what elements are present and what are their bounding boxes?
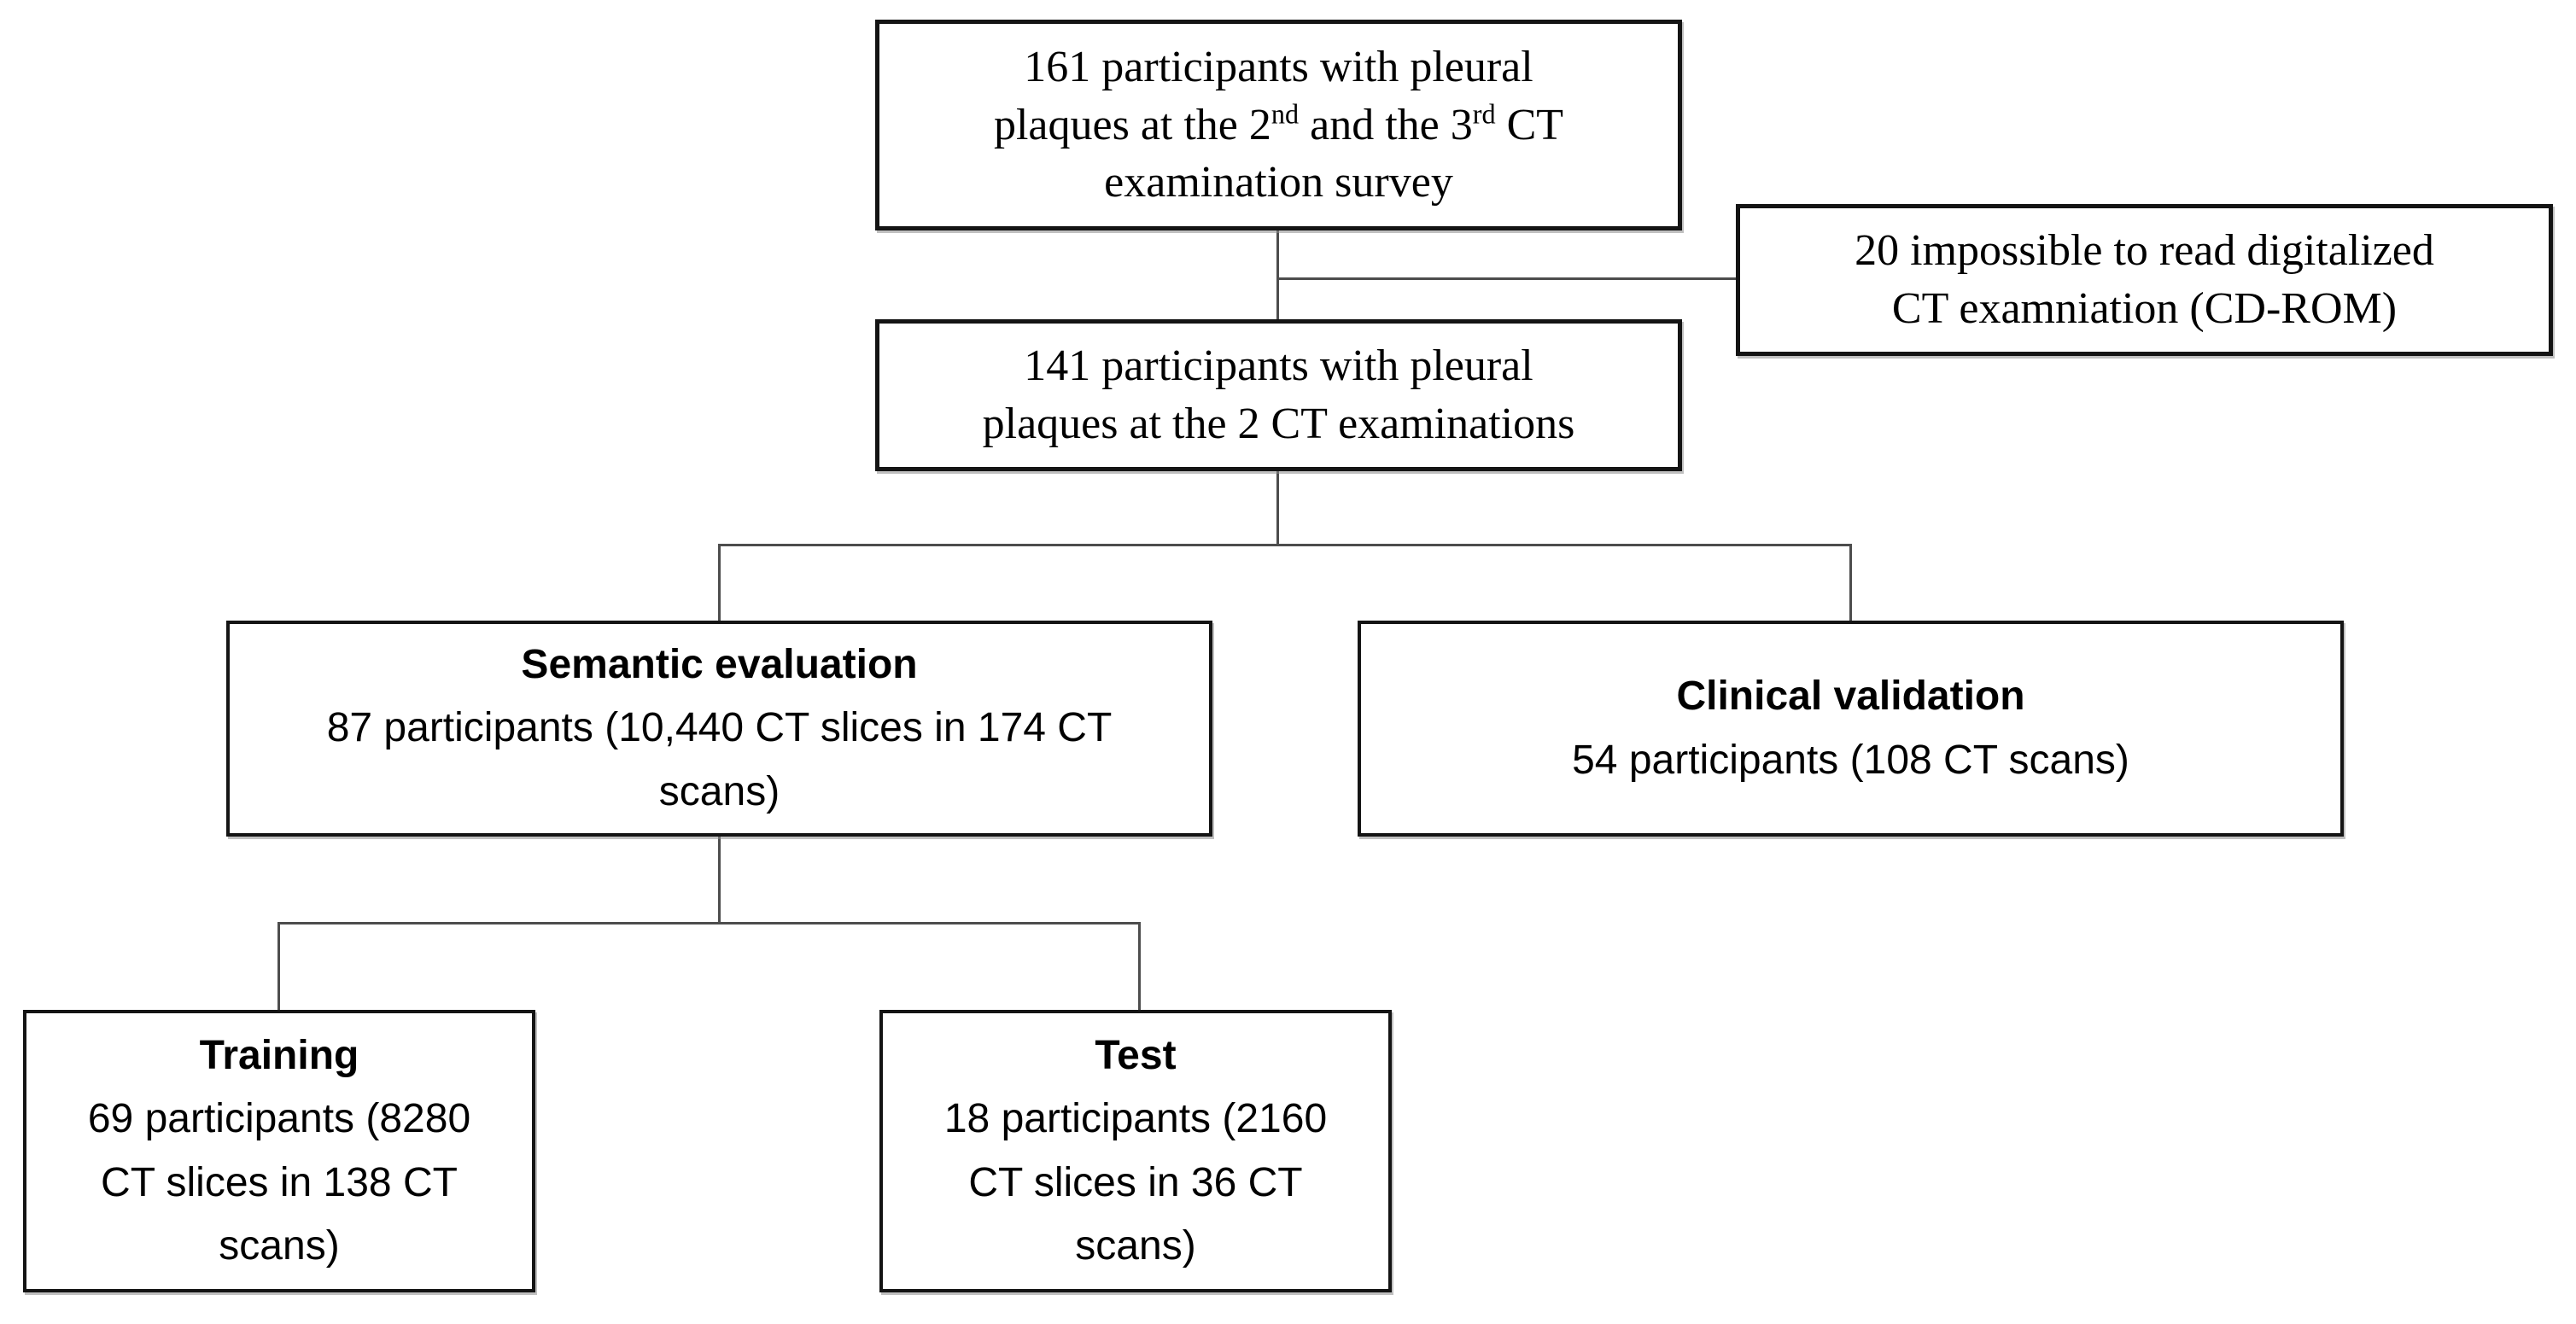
training-set-box: Training 69 participants (8280 CT slices… [23,1010,535,1292]
ordinal-suffix-rd: rd [1472,98,1496,130]
ordinal-suffix-nd: nd [1270,98,1300,130]
semantic-evaluation-title: Semantic evaluation [521,641,918,687]
connector-included-down [1276,471,1279,546]
connector-lower-split-bar [277,922,1141,924]
initial-cohort-line2: plaques at the 2nd and the 3rd CT [994,96,1563,155]
training-set-title: Training [199,1032,359,1078]
training-set-body: 69 participants (8280 CT slices in 138 C… [87,1096,471,1269]
test-set-box: Test 18 participants (2160 CT slices in … [879,1010,1392,1292]
connector-initial-to-included [1276,230,1279,321]
test-set-title: Test [1095,1032,1177,1078]
test-set-body: 18 participants (2160 CT slices in 36 CT… [943,1096,1328,1269]
initial-cohort-line2-text-a: plaques at the 2 [993,100,1271,149]
connector-to-clinical [1849,544,1852,622]
connector-to-semantic [718,544,721,622]
included-cohort-box: 141 participants with pleural plaques at… [875,319,1682,471]
included-line1: 141 participants with pleural [1024,341,1533,391]
connector-to-test [1138,922,1141,1012]
clinical-validation-title: Clinical validation [1676,674,2025,720]
excluded-line2: CT examniation (CD-ROM) [1891,284,2398,333]
included-line2: plaques at the 2 CT examinations [982,400,1575,448]
semantic-evaluation-body: 87 participants (10,440 CT slices in 174… [326,705,1113,814]
connector-upper-split-bar [718,544,1852,546]
semantic-evaluation-box: Semantic evaluation 87 participants (10,… [226,621,1212,837]
initial-cohort-line1: 161 participants with pleural [1024,43,1533,92]
initial-cohort-box: 161 participants with pleural plaques at… [875,20,1682,230]
initial-cohort-line2-text-c: CT [1495,100,1564,149]
clinical-validation-box: Clinical validation 54 participants (108… [1358,621,2344,837]
clinical-validation-body: 54 participants (108 CT scans) [1572,737,2129,783]
initial-cohort-line3: examination survey [1104,158,1453,207]
excluded-participants-box: 20 impossible to read digitalized CT exa… [1736,204,2553,356]
connector-semantic-down [718,835,721,924]
initial-cohort-line2-text-b: and the 3 [1299,100,1473,149]
excluded-line1: 20 impossible to read digitalized [1855,226,2434,276]
connector-branch-to-excluded [1276,277,1736,280]
connector-to-training [277,922,280,1012]
